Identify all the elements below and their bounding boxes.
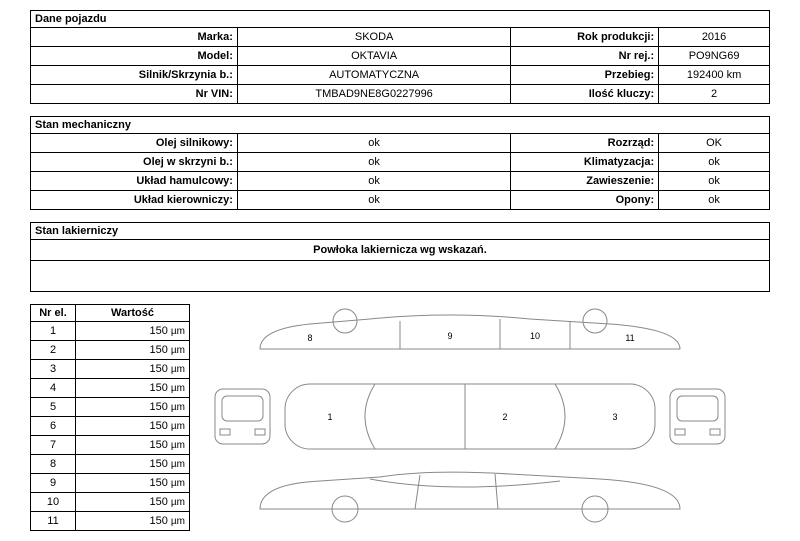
- nr-cell: 4: [31, 379, 76, 398]
- val-cell: 150 µm: [76, 398, 190, 417]
- val-cell: 150 µm: [76, 360, 190, 379]
- vehicle-table: Marka: SKODA Rok produkcji: 2016 Model: …: [30, 27, 770, 104]
- przebieg-value: 192400 km: [659, 66, 770, 85]
- svg-text:1: 1: [327, 412, 332, 422]
- hamulcowy-value: ok: [237, 172, 510, 191]
- svg-text:9: 9: [447, 331, 452, 341]
- zawieszenie-value: ok: [659, 172, 770, 191]
- table-row: 10150 µm: [31, 493, 190, 512]
- zawieszenie-label: Zawieszenie:: [511, 172, 659, 191]
- table-row: 4150 µm: [31, 379, 190, 398]
- olej-skrzyni-label: Olej w skrzyni b.:: [31, 153, 238, 172]
- nrrej-label: Nr rej.:: [511, 47, 659, 66]
- table-row: 1150 µm: [31, 322, 190, 341]
- olej-skrzyni-value: ok: [237, 153, 510, 172]
- table-row: 6150 µm: [31, 417, 190, 436]
- svg-text:8: 8: [307, 333, 312, 343]
- section-paint: Stan lakierniczy: [30, 222, 770, 239]
- section-mechanical: Stan mechaniczny: [30, 116, 770, 133]
- table-row: 7150 µm: [31, 436, 190, 455]
- measurements-table: Nr el. Wartość 1150 µm2150 µm3150 µm4150…: [30, 304, 190, 531]
- nrrej-value: PO9NG69: [659, 47, 770, 66]
- section-vehicle-data: Dane pojazdu: [30, 10, 770, 27]
- klima-label: Klimatyzacja:: [511, 153, 659, 172]
- vin-value: TMBAD9NE8G0227996: [237, 85, 510, 104]
- car-diagrams: 8 9 10 11 1 2 3: [210, 304, 770, 531]
- nr-cell: 1: [31, 322, 76, 341]
- table-row: 2150 µm: [31, 341, 190, 360]
- val-cell: 150 µm: [76, 417, 190, 436]
- klima-value: ok: [659, 153, 770, 172]
- nr-cell: 8: [31, 455, 76, 474]
- nr-cell: 5: [31, 398, 76, 417]
- val-cell: 150 µm: [76, 512, 190, 531]
- table-row: 3150 µm: [31, 360, 190, 379]
- klucze-label: Ilość kluczy:: [511, 85, 659, 104]
- nr-cell: 11: [31, 512, 76, 531]
- svg-text:3: 3: [612, 412, 617, 422]
- vin-label: Nr VIN:: [31, 85, 238, 104]
- nr-cell: 3: [31, 360, 76, 379]
- table-row: 9150 µm: [31, 474, 190, 493]
- nr-cell: 7: [31, 436, 76, 455]
- col-val: Wartość: [76, 305, 190, 322]
- przebieg-label: Przebieg:: [511, 66, 659, 85]
- marka-label: Marka:: [31, 28, 238, 47]
- mechanical-table: Olej silnikowy: ok Rozrząd: OK Olej w sk…: [30, 133, 770, 210]
- val-cell: 150 µm: [76, 322, 190, 341]
- rozrzad-label: Rozrząd:: [511, 134, 659, 153]
- rozrzad-value: OK: [659, 134, 770, 153]
- val-cell: 150 µm: [76, 455, 190, 474]
- olej-silnik-value: ok: [237, 134, 510, 153]
- nr-cell: 6: [31, 417, 76, 436]
- paint-note: Powłoka lakiernicza wg wskazań.: [30, 239, 770, 261]
- kierowniczy-value: ok: [237, 191, 510, 210]
- paint-blank: [30, 261, 770, 292]
- car-side-bottom-icon: [210, 464, 730, 524]
- table-row: 8150 µm: [31, 455, 190, 474]
- table-row: 5150 µm: [31, 398, 190, 417]
- val-cell: 150 µm: [76, 341, 190, 360]
- table-row: 11150 µm: [31, 512, 190, 531]
- klucze-value: 2: [659, 85, 770, 104]
- hamulcowy-label: Układ hamulcowy:: [31, 172, 238, 191]
- nr-cell: 2: [31, 341, 76, 360]
- col-nr: Nr el.: [31, 305, 76, 322]
- svg-text:10: 10: [530, 331, 540, 341]
- val-cell: 150 µm: [76, 474, 190, 493]
- olej-silnik-label: Olej silnikowy:: [31, 134, 238, 153]
- rok-label: Rok produkcji:: [511, 28, 659, 47]
- model-value: OKTAVIA: [237, 47, 510, 66]
- car-side-top-icon: 8 9 10 11: [210, 304, 730, 364]
- silnik-value: AUTOMATYCZNA: [237, 66, 510, 85]
- val-cell: 150 µm: [76, 436, 190, 455]
- svg-text:11: 11: [625, 333, 634, 343]
- nr-cell: 10: [31, 493, 76, 512]
- marka-value: SKODA: [237, 28, 510, 47]
- opony-label: Opony:: [511, 191, 659, 210]
- nr-cell: 9: [31, 474, 76, 493]
- silnik-label: Silnik/Skrzynia b.:: [31, 66, 238, 85]
- svg-text:2: 2: [502, 412, 507, 422]
- val-cell: 150 µm: [76, 493, 190, 512]
- rok-value: 2016: [659, 28, 770, 47]
- car-top-row-icon: 1 2 3: [210, 364, 730, 464]
- model-label: Model:: [31, 47, 238, 66]
- opony-value: ok: [659, 191, 770, 210]
- kierowniczy-label: Układ kierowniczy:: [31, 191, 238, 210]
- val-cell: 150 µm: [76, 379, 190, 398]
